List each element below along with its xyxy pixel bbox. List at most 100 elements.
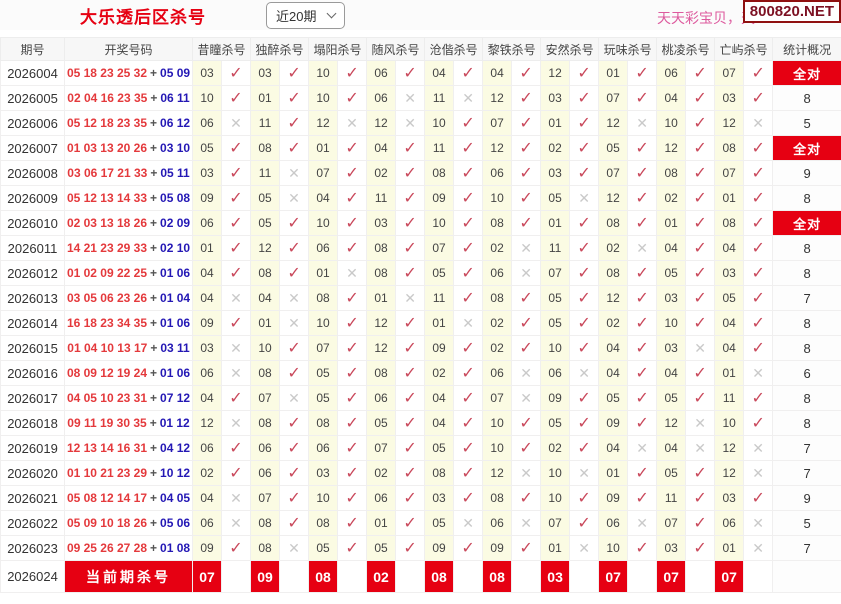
check-icon: ✓ <box>403 365 417 382</box>
kill-result-cell: ✕ <box>279 160 310 186</box>
kill-number-cell: 10 <box>540 335 571 361</box>
kill-result-cell: ✓ <box>337 85 368 111</box>
kill-result-cell: ✓ <box>685 135 716 161</box>
cross-icon: ✕ <box>752 514 765 531</box>
stat-cell: 6 <box>772 360 841 386</box>
check-icon: ✓ <box>461 165 475 182</box>
cross-icon: ✕ <box>230 364 242 381</box>
kill-number-cell: 09 <box>482 535 513 561</box>
cross-icon: ✕ <box>694 414 706 431</box>
kill-number-cell: 09 <box>192 185 222 211</box>
check-icon: ✓ <box>577 90 591 107</box>
kill-number-cell: 05 <box>424 435 455 461</box>
check-icon: ✓ <box>287 340 301 357</box>
kill-number-cell: 08 <box>308 285 339 311</box>
kill-result-cell: ✓ <box>743 235 774 261</box>
kill-number-cell: 09 <box>424 185 455 211</box>
kill-result-cell: ✕ <box>279 535 310 561</box>
kill-number-cell: 05 <box>192 135 222 161</box>
kill-result-cell: ✕ <box>395 110 426 136</box>
check-icon: ✓ <box>635 140 649 157</box>
table-row: 2026007 01 03 13 20 26 +03 10 05 ✓ 08 ✓ 01 ✓ 04 ✓ 1… <box>0 135 841 161</box>
kill-number-cell: 01 <box>308 135 339 161</box>
kill-number-cell: 05 <box>714 285 745 311</box>
back-numbers: 05 11 <box>160 166 190 180</box>
front-numbers: 01 10 21 23 29 <box>66 466 148 480</box>
check-icon: ✓ <box>577 390 591 407</box>
kill-result-cell: ✓ <box>627 185 658 211</box>
period-cell: 2026016 <box>0 360 65 386</box>
kill-result-cell: ✕ <box>279 310 310 336</box>
kill-result-cell: ✕ <box>453 85 484 111</box>
kill-number-cell: 12 <box>540 60 571 86</box>
stat-cell: 全对 <box>772 210 841 236</box>
draw-numbers-cell: 14 21 23 29 33 +02 10 <box>64 235 193 261</box>
kill-number-cell: 08 <box>424 160 455 186</box>
kill-result-cell: ✓ <box>337 460 368 486</box>
check-icon: ✓ <box>693 140 707 157</box>
check-icon: ✓ <box>693 240 707 257</box>
check-icon: ✓ <box>345 490 359 507</box>
check-icon: ✓ <box>635 490 649 507</box>
draw-numbers-cell: 05 12 13 14 33 +05 08 <box>64 185 193 211</box>
check-icon: ✓ <box>287 265 301 282</box>
front-numbers: 14 21 23 29 33 <box>66 241 148 255</box>
kill-result-cell: ✓ <box>453 535 484 561</box>
kill-number-cell: 08 <box>482 485 513 511</box>
kill-number-cell: 12 <box>656 135 687 161</box>
back-numbers: 06 12 <box>160 116 191 130</box>
kill-result-cell: ✓ <box>569 310 600 336</box>
check-icon: ✓ <box>461 215 475 232</box>
table-row: 2026008 03 06 17 21 33 +05 11 03 ✓ 11 ✕ 07 ✓ 02 ✓ 0… <box>0 160 841 186</box>
kill-result-cell: ✓ <box>453 285 484 311</box>
plus-sign: + <box>150 341 158 355</box>
kill-number-cell: 06 <box>366 485 397 511</box>
kill-result-cell: ✓ <box>453 110 484 136</box>
check-icon: ✓ <box>229 90 243 107</box>
check-icon: ✓ <box>345 65 359 82</box>
check-icon: ✓ <box>751 90 765 107</box>
kill-number-cell: 11 <box>714 385 745 411</box>
kill-number-cell: 05 <box>656 385 687 411</box>
plus-sign: + <box>150 66 158 80</box>
kill-number-cell: 06 <box>482 160 513 186</box>
check-icon: ✓ <box>345 415 359 432</box>
stat-cell: 9 <box>772 160 841 186</box>
kill-result-cell: ✓ <box>395 385 426 411</box>
kill-number-cell: 07 <box>308 160 339 186</box>
back-numbers: 01 06 <box>160 316 191 330</box>
kill-result-cell: ✕ <box>511 510 542 536</box>
kill-number-cell: 03 <box>308 460 339 486</box>
check-icon: ✓ <box>403 340 417 357</box>
kill-number-cell: 11 <box>424 285 455 311</box>
draw-numbers-cell: 01 04 10 13 17 +03 11 <box>64 335 193 361</box>
kill-number-cell: 08 <box>250 260 281 286</box>
kill-result-cell: ✓ <box>453 335 484 361</box>
kill-result-cell: ✓ <box>511 85 542 111</box>
kill-result-cell: ✓ <box>395 210 426 236</box>
kill-result-cell: ✓ <box>685 260 716 286</box>
current-kill-number-cell: 02 <box>366 560 397 593</box>
kill-number-cell: 03 <box>714 85 745 111</box>
stat-cell: 5 <box>772 110 841 136</box>
kill-result-cell: ✓ <box>395 310 426 336</box>
check-icon: ✓ <box>345 215 359 232</box>
kill-result-cell: ✓ <box>337 135 368 161</box>
kill-result-cell: ✓ <box>453 135 484 161</box>
stat-cell: 8 <box>772 385 841 411</box>
kill-result-cell: ✓ <box>511 160 542 186</box>
kill-result-cell: ✓ <box>337 360 368 386</box>
kill-number-cell: 07 <box>250 485 281 511</box>
cross-icon: ✕ <box>404 289 416 306</box>
column-header: 黎铁杀号 <box>482 37 542 61</box>
kill-number-cell: 10 <box>250 335 281 361</box>
kill-number-cell: 06 <box>192 360 222 386</box>
check-icon: ✓ <box>229 465 243 482</box>
kill-result-cell: ✓ <box>220 160 252 186</box>
range-dropdown[interactable]: 近20期 <box>266 1 346 29</box>
cross-icon: ✕ <box>288 189 300 206</box>
kill-number-cell: 08 <box>366 235 397 261</box>
stat-cell: 7 <box>772 535 841 561</box>
table-row: 2026009 05 12 13 14 33 +05 08 09 ✓ 05 ✕ 04 ✓ 11 ✓ 0… <box>0 185 841 211</box>
plus-sign: + <box>150 291 158 305</box>
